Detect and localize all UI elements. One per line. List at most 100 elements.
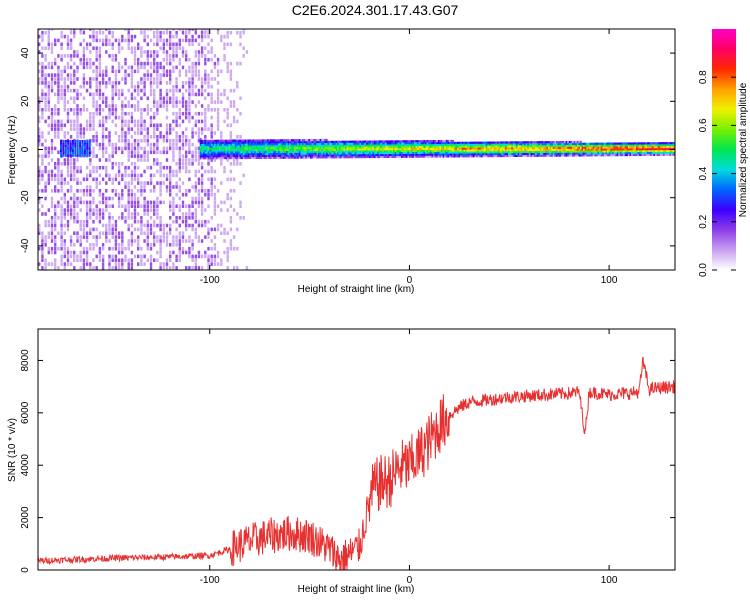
heatmap-cell <box>225 153 228 156</box>
heatmap-cell <box>114 38 118 43</box>
heatmap-cell <box>156 196 159 201</box>
heatmap-cell <box>105 235 108 239</box>
heatmap-cell <box>495 155 498 158</box>
heatmap-cell <box>490 145 493 148</box>
heatmap-cell <box>175 219 178 224</box>
heatmap-cell <box>69 42 73 47</box>
heatmap-cell <box>258 154 261 157</box>
heatmap-cell <box>324 154 327 157</box>
heatmap-cell <box>388 140 391 143</box>
heatmap-cell <box>181 146 185 151</box>
heatmap-cell <box>282 154 285 157</box>
heatmap-cell <box>188 29 191 31</box>
heatmap-cell <box>105 196 108 201</box>
heatmap-cell <box>213 227 217 232</box>
heatmap-cell <box>200 54 204 58</box>
heatmap-cell <box>405 140 408 143</box>
heatmap-cell <box>333 152 336 155</box>
heatmap-cell <box>661 149 664 152</box>
heatmap-cell <box>543 146 545 150</box>
heatmap-cell <box>399 153 402 156</box>
heatmap-cell <box>101 223 105 228</box>
heatmap-cell <box>254 139 256 142</box>
heatmap-cell <box>76 196 79 201</box>
heatmap-cell <box>348 144 351 147</box>
heatmap-cell <box>281 156 283 159</box>
heatmap-cell <box>212 141 215 144</box>
heatmap-cell <box>98 57 102 62</box>
heatmap-cell <box>441 147 443 150</box>
heatmap-cell <box>124 77 127 81</box>
heatmap-cell <box>60 88 63 93</box>
heatmap-cell <box>637 148 640 151</box>
heatmap-cell <box>210 254 213 259</box>
heatmap-cell <box>117 246 121 251</box>
heatmap-cell <box>623 150 625 153</box>
heatmap-cell <box>153 57 156 62</box>
heatmap-cell <box>592 150 595 153</box>
heatmap-cell <box>532 145 534 148</box>
heatmap-cell <box>303 152 306 155</box>
heatmap-cell <box>393 153 395 156</box>
heatmap-cell <box>229 61 233 66</box>
heatmap-cell <box>38 119 41 124</box>
heatmap-cell <box>60 142 62 145</box>
heatmap-cell <box>591 150 593 153</box>
heatmap-cell <box>185 204 188 208</box>
heatmap-cell <box>324 142 327 145</box>
heatmap-cell <box>159 150 162 155</box>
heatmap-cell <box>463 141 466 144</box>
heatmap-cell <box>540 150 542 153</box>
heatmap-cell <box>314 144 317 147</box>
heatmap-cell <box>495 145 498 148</box>
heatmap-cell <box>635 153 638 157</box>
heatmap-cell <box>627 144 630 147</box>
heatmap-cell <box>313 152 315 155</box>
heatmap-cell <box>450 147 453 150</box>
heatmap-cell <box>493 145 496 148</box>
heatmap-cell <box>175 169 178 174</box>
heatmap-cell <box>146 243 149 247</box>
heatmap-cell <box>44 266 47 270</box>
heatmap-cell <box>220 208 223 212</box>
heatmap-cell <box>322 138 325 142</box>
heatmap-cell <box>365 142 368 145</box>
heatmap-cell <box>159 223 162 228</box>
heatmap-cell <box>463 145 466 148</box>
heatmap-cell <box>216 127 220 131</box>
heatmap-cell <box>495 153 498 156</box>
heatmap-cell <box>223 92 226 97</box>
heatmap-cell <box>236 135 239 139</box>
heatmap-cell <box>105 84 108 89</box>
heatmap-cell <box>47 169 50 174</box>
heatmap-cell <box>234 139 237 142</box>
heatmap-cell <box>38 135 41 139</box>
heatmap-cell <box>98 216 102 220</box>
heatmap-cell <box>618 154 621 157</box>
heatmap-cell <box>386 144 389 147</box>
heatmap-cell <box>610 144 613 147</box>
heatmap-cell <box>250 156 253 159</box>
heatmap-cell <box>200 131 204 135</box>
heatmap-cell <box>50 88 54 93</box>
heatmap-cell <box>69 208 73 212</box>
heatmap-cell <box>441 155 443 158</box>
heatmap-cell <box>627 148 630 151</box>
heatmap-cell <box>38 96 41 101</box>
heatmap-cell <box>242 235 245 239</box>
heatmap-cell <box>619 150 622 153</box>
heatmap-cell <box>165 73 169 77</box>
heatmap-cell <box>63 65 66 70</box>
heatmap-cell <box>60 84 63 89</box>
heatmap-cell <box>420 151 422 154</box>
heatmap-cell <box>199 141 202 144</box>
heatmap-cell <box>337 142 339 145</box>
heatmap-cell <box>564 148 566 151</box>
heatmap-cell <box>140 146 143 151</box>
heatmap-cell <box>172 169 175 174</box>
heatmap-cell <box>64 151 67 155</box>
heatmap-cell <box>204 223 207 228</box>
heatmap-cell <box>239 216 242 220</box>
heatmap-cell <box>159 135 162 139</box>
heatmap-cell <box>233 155 236 158</box>
